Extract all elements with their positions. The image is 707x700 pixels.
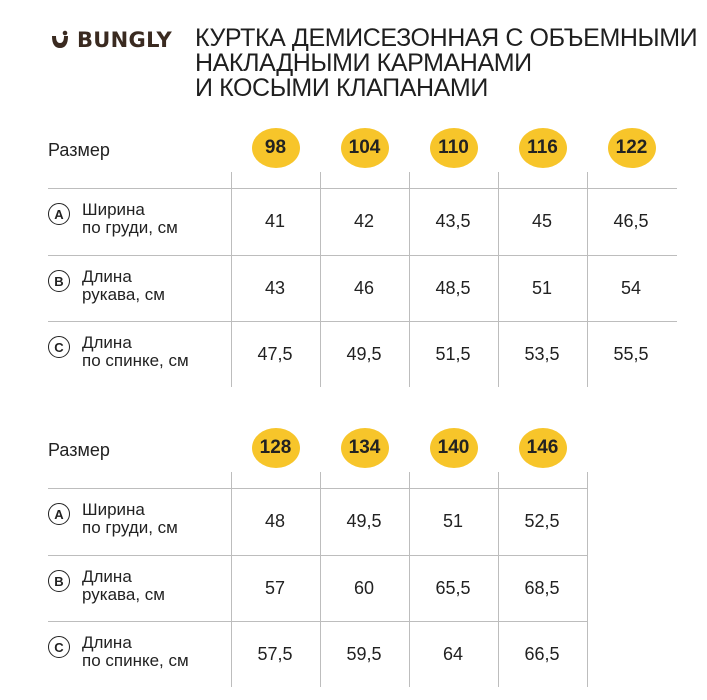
- measurement-value: 57: [264, 578, 286, 598]
- title-line: И КОСЫМИ КЛАПАНАМИ: [195, 74, 488, 102]
- measurement-label: Длина рукава, см: [82, 268, 165, 304]
- measurement-row: C Длина по спинке, см 57,5 59,5 64 66,5: [48, 621, 587, 687]
- size-badge: 134: [340, 428, 389, 468]
- size-label: Размер: [48, 440, 110, 460]
- row-divider: [48, 321, 677, 322]
- measurement-label: Ширина по груди, см: [82, 201, 178, 237]
- measurement-letter-badge: C: [48, 336, 70, 358]
- measurement-label-line: по спинке, см: [82, 351, 189, 370]
- size-badge: 98: [251, 128, 300, 168]
- measurement-row: A Ширина по груди, см 48 49,5 51 52,5: [48, 488, 587, 554]
- measurement-row: B Длина рукава, см 43 46 48,5 51 54: [48, 255, 677, 321]
- measurement-value: 48: [264, 511, 286, 531]
- measurement-value: 43,5: [435, 211, 471, 231]
- measurement-value: 51: [531, 278, 553, 298]
- size-badge: 104: [340, 128, 389, 168]
- measurement-label: Длина рукава, см: [82, 568, 165, 604]
- column-divider: [409, 472, 410, 687]
- measurement-value: 48,5: [435, 278, 471, 298]
- measurement-value: 60: [353, 578, 375, 598]
- measurement-value: 41: [264, 211, 286, 231]
- column-divider: [587, 172, 588, 387]
- size-badge: 122: [607, 128, 656, 168]
- measurement-label: Длина по спинке, см: [82, 334, 189, 370]
- measurement-row: C Длина по спинке, см 47,5 49,5 51,5 53,5 55,5: [48, 321, 677, 387]
- column-divider: [587, 472, 588, 687]
- measurement-value: 55,5: [613, 344, 649, 364]
- measurement-value: 47,5: [257, 344, 293, 364]
- measurement-value: 46,5: [613, 211, 649, 231]
- measurement-label-line: по груди, см: [82, 518, 178, 537]
- size-badge: 128: [251, 428, 300, 468]
- measurement-value: 51: [442, 511, 464, 531]
- measurement-row: B Длина рукава, см 57 60 65,5 68,5: [48, 555, 587, 621]
- size-badge: 110: [429, 128, 478, 168]
- row-divider: [48, 621, 587, 622]
- column-divider: [409, 172, 410, 387]
- measurement-label-line: Длина: [82, 633, 132, 652]
- size-label: Размер: [48, 140, 110, 160]
- measurement-label-line: Длина: [82, 333, 132, 352]
- brand-name: BUNGLY: [77, 28, 172, 52]
- measurement-letter-badge: C: [48, 636, 70, 658]
- measurement-value: 57,5: [257, 644, 293, 664]
- column-divider: [320, 472, 321, 687]
- measurement-label-line: рукава, см: [82, 585, 165, 604]
- measurement-value: 49,5: [346, 344, 382, 364]
- measurement-label-line: Ширина: [82, 200, 145, 219]
- column-divider: [498, 172, 499, 387]
- measurement-letter-badge: A: [48, 203, 70, 225]
- size-badge: 146: [518, 428, 567, 468]
- measurement-label-line: рукава, см: [82, 285, 165, 304]
- measurement-value: 51,5: [435, 344, 471, 364]
- measurement-letter-badge: A: [48, 503, 70, 525]
- measurement-label-line: Длина: [82, 267, 132, 286]
- product-title: КУРТКА ДЕМИСЕЗОННАЯ С ОБЪЕМНЫМИ НАКЛАДНЫ…: [195, 24, 698, 102]
- measurement-label: Ширина по груди, см: [82, 501, 178, 537]
- measurement-label-line: Длина: [82, 567, 132, 586]
- measurement-letter-badge: B: [48, 270, 70, 292]
- title-line: КУРТКА ДЕМИСЕЗОННАЯ С ОБЪЕМНЫМИ: [195, 24, 698, 52]
- size-badge: 116: [518, 128, 567, 168]
- row-divider: [48, 488, 587, 489]
- measurement-letter-badge: B: [48, 570, 70, 592]
- measurement-label-line: по спинке, см: [82, 651, 189, 670]
- measurement-value: 43: [264, 278, 286, 298]
- brand-logo: BUNGLY: [50, 28, 172, 52]
- measurement-label-line: Ширина: [82, 500, 145, 519]
- title-line: НАКЛАДНЫМИ КАРМАНАМИ: [195, 49, 532, 77]
- measurement-value: 42: [353, 211, 375, 231]
- measurement-value: 66,5: [524, 644, 560, 664]
- measurement-label-line: по груди, см: [82, 218, 178, 237]
- measurement-value: 54: [620, 278, 642, 298]
- measurement-value: 46: [353, 278, 375, 298]
- measurement-value: 53,5: [524, 344, 560, 364]
- size-badge: 140: [429, 428, 478, 468]
- measurement-value: 68,5: [524, 578, 560, 598]
- measurement-label: Длина по спинке, см: [82, 634, 189, 670]
- column-divider: [498, 472, 499, 687]
- measurement-value: 45: [531, 211, 553, 231]
- measurement-row: A Ширина по груди, см 41 42 43,5 45 46,5: [48, 188, 677, 254]
- measurement-value: 59,5: [346, 644, 382, 664]
- bungly-smile-logo-icon: [50, 30, 70, 50]
- measurement-value: 49,5: [346, 511, 382, 531]
- header: BUNGLY КУРТКА ДЕМИСЕЗОННАЯ С ОБЪЕМНЫМИ Н…: [50, 26, 700, 106]
- measurement-value: 64: [442, 644, 464, 664]
- row-divider: [48, 188, 677, 189]
- column-divider: [231, 472, 232, 687]
- measurement-value: 52,5: [524, 511, 560, 531]
- column-divider: [320, 172, 321, 387]
- row-divider: [48, 555, 587, 556]
- measurement-value: 65,5: [435, 578, 471, 598]
- row-divider: [48, 255, 677, 256]
- column-divider: [231, 172, 232, 387]
